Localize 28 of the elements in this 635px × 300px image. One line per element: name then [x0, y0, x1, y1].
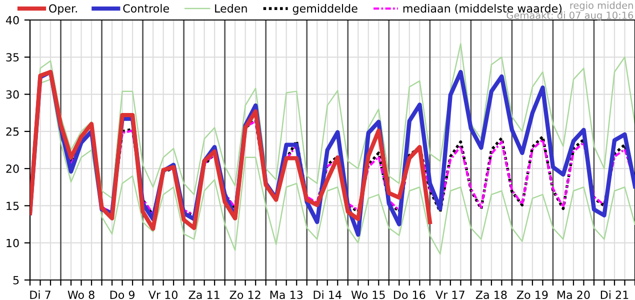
y-tick-label: 5 — [13, 276, 19, 284]
legend-label: Controle — [123, 4, 169, 13]
x-tick-label: Ma 13 — [270, 290, 302, 300]
y-tick-label: 15 — [6, 202, 19, 210]
x-tick-label: Za 11 — [188, 290, 220, 300]
x-tick-label: Ma 20 — [558, 290, 590, 300]
legend-label: Oper. — [49, 4, 77, 15]
x-tick-label: Wo 8 — [68, 290, 94, 300]
y-tick-label: 10 — [6, 238, 19, 248]
y-tick-label: 35 — [6, 53, 19, 62]
legend-label: gemiddelde — [292, 4, 358, 15]
y-tick-label: 20 — [6, 164, 19, 173]
x-tick-label: Za 18 — [476, 290, 507, 300]
x-tick-label: Do 16 — [394, 290, 426, 300]
x-tick-label: Do 9 — [110, 290, 134, 300]
x-tick-label: Zo 12 — [230, 290, 260, 300]
y-tick-label: 40 — [6, 16, 19, 24]
y-tick-label: 25 — [6, 127, 19, 136]
x-tick-label: Vr 10 — [148, 290, 178, 300]
x-tick-label: Di 7 — [30, 290, 50, 299]
x-tick-label: Di 21 — [600, 290, 628, 299]
legend-label: Leden — [215, 4, 247, 13]
x-tick-label: Di 14 — [314, 290, 342, 299]
x-tick-label: Zo 19 — [516, 290, 548, 300]
text: regio midden — [570, 2, 633, 11]
x-tick-label: Vr 17 — [436, 290, 464, 299]
x-tick-label: Wo 15 — [351, 290, 385, 300]
y-tick-label: 30 — [6, 90, 19, 99]
